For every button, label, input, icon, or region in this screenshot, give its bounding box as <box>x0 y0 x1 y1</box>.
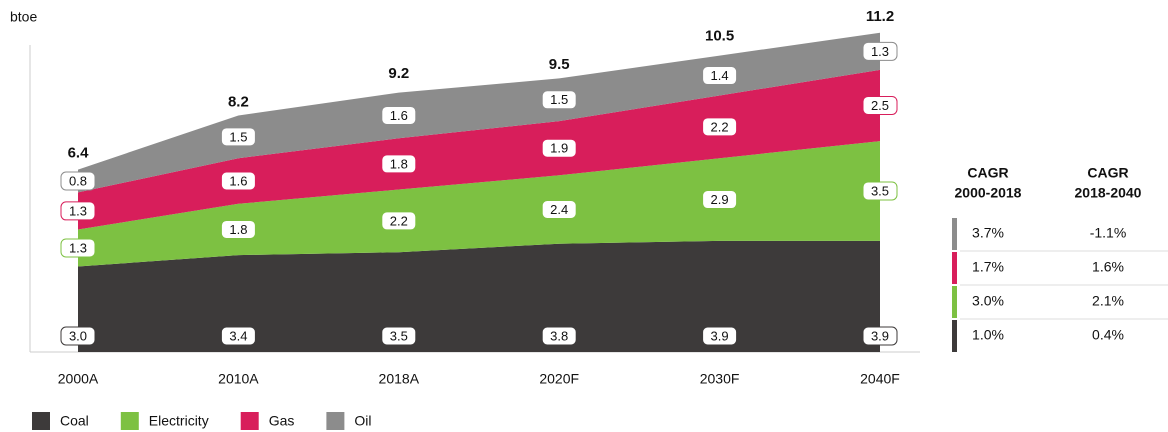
value-label: 1.5 <box>550 92 568 107</box>
value-label: 2.9 <box>711 192 729 207</box>
total-label: 6.4 <box>68 145 90 162</box>
value-label-box <box>60 201 96 221</box>
value-label-box <box>541 326 577 346</box>
table-cell: 0.4% <box>1092 327 1124 343</box>
value-label-box <box>862 326 898 346</box>
value-label: 3.8 <box>550 328 568 343</box>
value-label-box <box>381 154 417 174</box>
value-label-box <box>220 326 256 346</box>
legend-label: Electricity <box>149 413 209 429</box>
total-label: 11.2 <box>866 8 894 25</box>
value-label: 2.4 <box>550 202 568 217</box>
value-label: 3.9 <box>711 328 729 343</box>
value-label: 1.3 <box>69 203 87 218</box>
row-color-bar <box>952 320 957 352</box>
value-label: 2.2 <box>390 213 408 228</box>
legend-swatch <box>326 412 345 430</box>
value-label: 1.3 <box>69 240 87 255</box>
value-label-box <box>541 138 577 158</box>
row-color-bar <box>952 252 957 284</box>
x-tick-label: 2040F <box>860 371 900 387</box>
value-label-box <box>862 41 898 61</box>
value-label: 2.2 <box>711 119 729 134</box>
area <box>78 32 880 193</box>
value-label-box <box>702 190 738 210</box>
area <box>78 141 880 267</box>
value-label-box <box>381 211 417 231</box>
total-label: 9.5 <box>549 56 570 73</box>
value-label: 1.6 <box>229 173 247 188</box>
table-header: CAGR <box>967 165 1008 181</box>
table-cell: 3.0% <box>972 293 1004 309</box>
x-tick-label: 2018A <box>379 371 420 387</box>
legend-swatch <box>32 412 50 430</box>
value-label: 0.8 <box>69 173 87 188</box>
table-cell: 1.0% <box>972 327 1004 343</box>
value-label-box <box>60 326 96 346</box>
value-label-box <box>702 117 738 137</box>
value-label-box <box>220 127 256 147</box>
x-tick-label: 2020F <box>539 371 579 387</box>
value-label: 1.9 <box>550 141 568 156</box>
value-label: 3.4 <box>229 328 247 343</box>
value-label: 3.9 <box>871 328 889 343</box>
total-label: 10.5 <box>705 28 734 45</box>
table-cell: 1.6% <box>1092 259 1124 275</box>
x-tick-label: 2000A <box>58 371 99 387</box>
legend-label: Coal <box>60 413 89 429</box>
value-label-box <box>702 326 738 346</box>
legend-swatch <box>120 412 139 430</box>
total-label: 9.2 <box>388 65 409 82</box>
legend-label: Oil <box>354 413 371 429</box>
total-label: 8.2 <box>228 93 249 110</box>
value-label: 1.8 <box>390 156 408 171</box>
x-tick-label: 2030F <box>700 371 740 387</box>
value-label-box <box>702 66 738 86</box>
table-cell: 3.7% <box>972 225 1004 241</box>
value-label-box <box>381 105 417 125</box>
row-color-bar <box>952 218 957 250</box>
x-tick-label: 2010A <box>218 371 259 387</box>
value-label-box <box>60 238 96 258</box>
value-label-box <box>381 326 417 346</box>
value-label: 3.5 <box>871 183 889 198</box>
value-label: 3.5 <box>390 328 408 343</box>
value-label-box <box>220 171 256 191</box>
value-label-box <box>220 219 256 239</box>
legend-label: Gas <box>269 413 295 429</box>
value-label: 3.0 <box>69 328 87 343</box>
value-label: 1.8 <box>229 222 247 237</box>
value-label: 2.5 <box>871 98 889 113</box>
value-label-box <box>541 90 577 110</box>
table-header: 2000-2018 <box>955 185 1022 201</box>
value-label: 1.5 <box>229 129 247 144</box>
value-label-box <box>60 171 96 191</box>
table-header: CAGR <box>1087 165 1128 181</box>
table-cell: 1.7% <box>972 259 1004 275</box>
value-label: 1.4 <box>711 68 729 83</box>
area <box>78 69 880 230</box>
table-header: 2018-2040 <box>1075 185 1142 201</box>
row-color-bar <box>952 286 957 318</box>
value-label: 1.3 <box>871 44 889 59</box>
value-label-box <box>862 181 898 201</box>
value-label: 1.6 <box>390 108 408 123</box>
table-cell: 2.1% <box>1092 293 1124 309</box>
area <box>78 240 880 352</box>
y-axis-label: btoe <box>10 9 37 25</box>
value-label-box <box>541 200 577 219</box>
legend-swatch <box>240 412 259 430</box>
table-cell: -1.1% <box>1090 225 1127 241</box>
value-label-box <box>862 95 898 115</box>
